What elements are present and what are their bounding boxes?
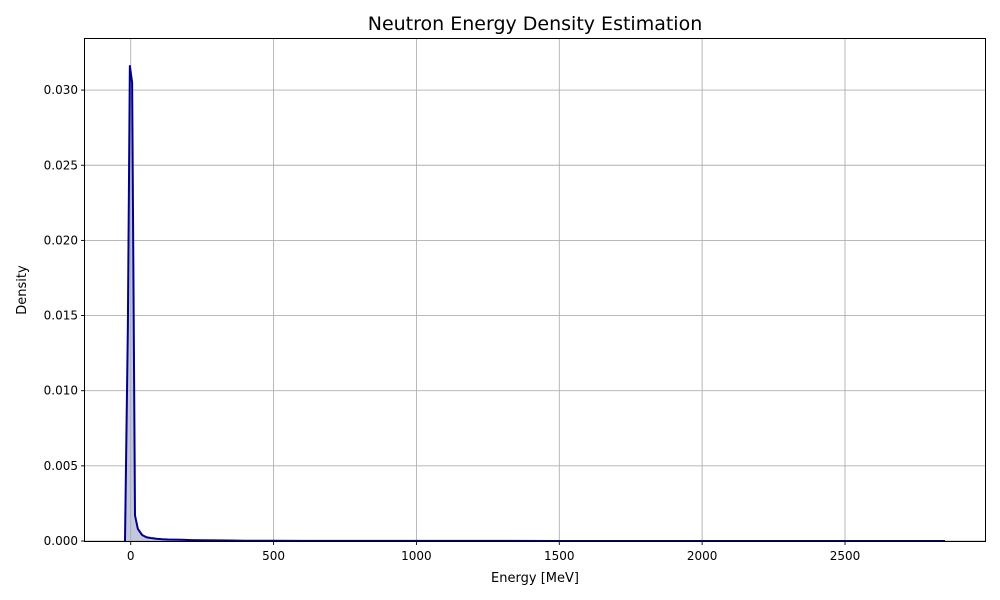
plot-frame [84, 38, 986, 542]
y-tick-label: 0.025 [44, 158, 78, 172]
x-tick-label: 1000 [401, 549, 432, 563]
x-tick-label: 2500 [830, 549, 861, 563]
y-tick-label: 0.005 [44, 459, 78, 473]
x-tick-label: 1500 [544, 549, 575, 563]
chart-title: Neutron Energy Density Estimation [368, 13, 703, 35]
y-tick-label: 0.000 [44, 534, 78, 548]
x-tick-label: 500 [262, 549, 285, 563]
grid-layer [85, 39, 985, 542]
y-tick-label: 0.030 [44, 83, 78, 97]
density-line [124, 65, 946, 542]
density-area-fill [125, 66, 945, 542]
x-axis-label: Energy [MeV] [491, 571, 579, 586]
x-tick-label: 0 [127, 549, 135, 563]
y-tick-label: 0.010 [44, 384, 78, 398]
y-tick-label: 0.015 [44, 309, 78, 323]
tick-layer: 0 500 1000 1500 2000 2500 0.000 0.005 0.010 0.015… [44, 83, 861, 563]
x-tick-label: 2000 [687, 549, 718, 563]
y-tick-label: 0.020 [44, 233, 78, 247]
y-axis-label: Density [15, 265, 30, 315]
series-layer [124, 65, 946, 542]
